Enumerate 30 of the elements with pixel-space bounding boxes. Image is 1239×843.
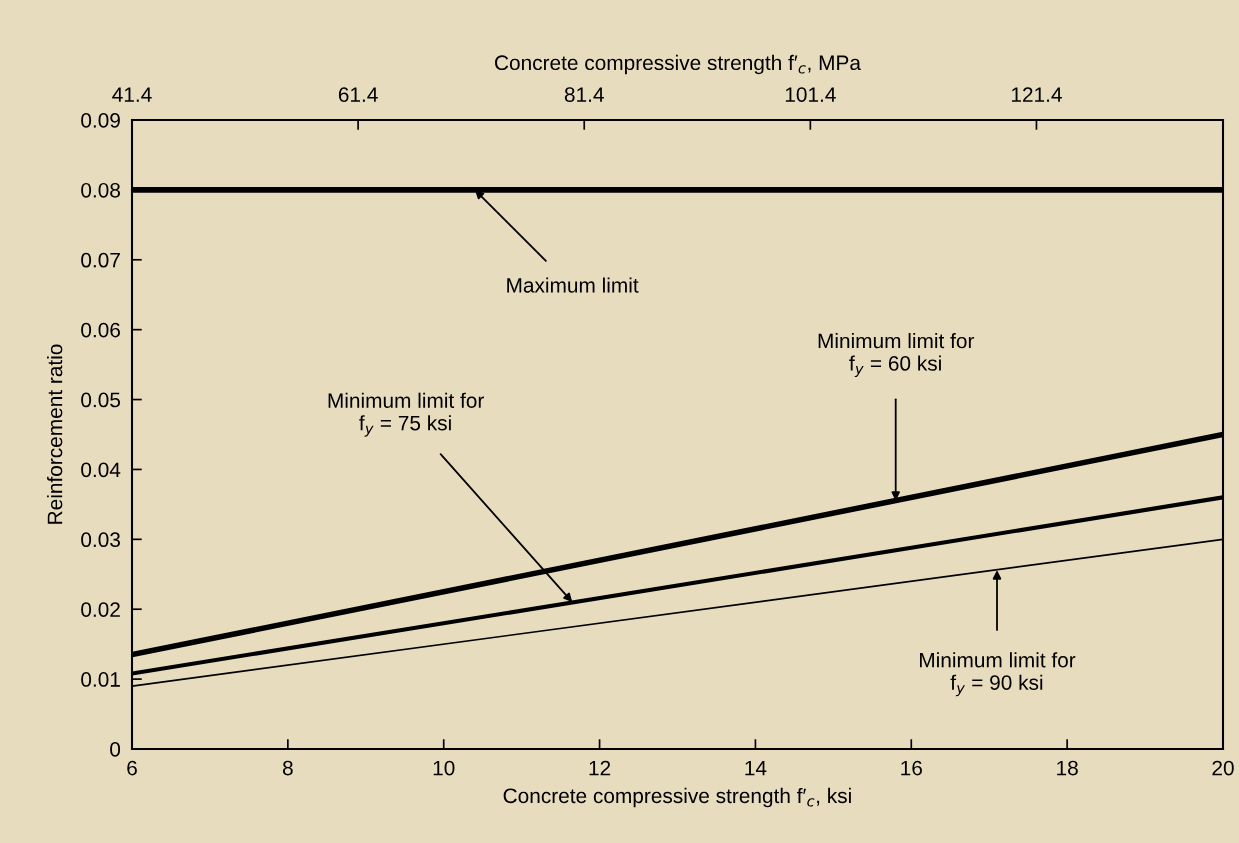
x2-tick-label: 121.4 bbox=[1011, 87, 1062, 102]
x-tick-label: 16 bbox=[901, 760, 922, 776]
x2-tick-label: 81.4 bbox=[564, 87, 604, 102]
y-tick-label: 0.08 bbox=[81, 182, 120, 198]
annotation: Minimum limit for f$_{y}$ = 90 ksi bbox=[920, 652, 1076, 697]
x-tick-label: 12 bbox=[589, 760, 611, 776]
x-tick-label: 20 bbox=[1212, 760, 1234, 776]
x-axis-title: Concrete compressive strength f′$_{c}$, ksi bbox=[503, 787, 851, 808]
y-tick-label: 0.01 bbox=[81, 672, 120, 687]
y-tick-label: 0.04 bbox=[81, 462, 121, 478]
y-tick-label: 0.03 bbox=[81, 532, 120, 548]
x2-tick-label: 41.4 bbox=[112, 87, 152, 102]
x-tick-label: 18 bbox=[1057, 760, 1078, 776]
x2-axis-title: Concrete compressive strength f′$_{c}$, MPa bbox=[495, 54, 861, 75]
y-tick-label: 0.05 bbox=[81, 392, 121, 408]
x2-tick-label: 61.4 bbox=[338, 87, 378, 102]
x2-tick-label: 101.4 bbox=[785, 87, 836, 102]
y-tick-label: 0 bbox=[110, 742, 121, 757]
y-tick-label: 0.09 bbox=[81, 113, 120, 128]
y-tick-label: 0.06 bbox=[81, 322, 120, 338]
x-tick-label: 10 bbox=[433, 760, 455, 776]
annotation: Minimum limit for f$_{y}$ = 60 ksi bbox=[818, 333, 975, 378]
x-tick-label: 8 bbox=[282, 760, 293, 776]
x-tick-label: 6 bbox=[127, 760, 137, 776]
y-axis-title: Reinforcement ratio bbox=[47, 344, 63, 524]
y-tick-label: 0.02 bbox=[81, 602, 120, 617]
annotation: Minimum limit for f$_{y}$ = 75 ksi bbox=[328, 392, 484, 437]
x-tick-label: 14 bbox=[745, 760, 767, 776]
annotation: Maximum limit bbox=[507, 277, 639, 293]
y-tick-label: 0.07 bbox=[81, 252, 120, 268]
